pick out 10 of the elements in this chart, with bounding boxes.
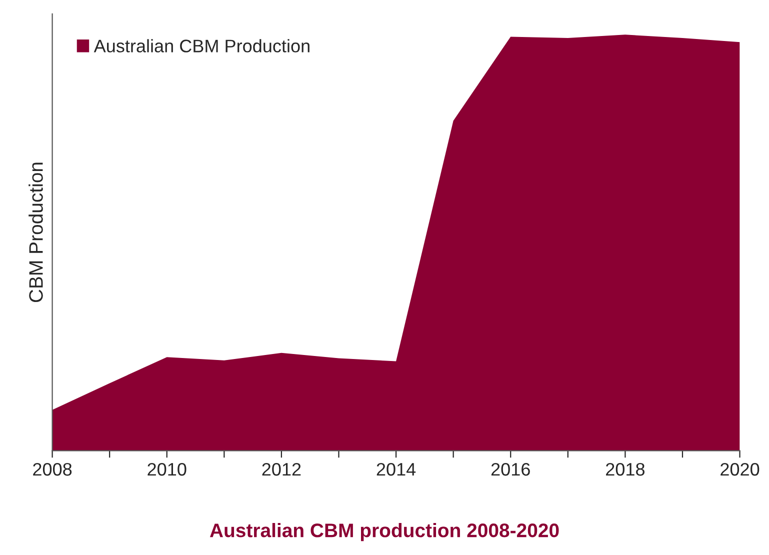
x-tick-label: 2018: [606, 462, 644, 476]
x-tick-label: 2008: [33, 462, 72, 476]
x-tick-label: 2010: [148, 462, 186, 476]
legend-label: Australian CBM Production: [94, 39, 310, 52]
x-tick-label: 2016: [491, 462, 530, 476]
x-tick-label: 2014: [376, 462, 416, 476]
x-tick-label: 2012: [262, 462, 301, 476]
x-tick-label: 2020: [720, 462, 760, 476]
y-axis-title: CBM Production: [28, 162, 43, 302]
text: Australian CBM production 2008-2020: [210, 523, 559, 542]
